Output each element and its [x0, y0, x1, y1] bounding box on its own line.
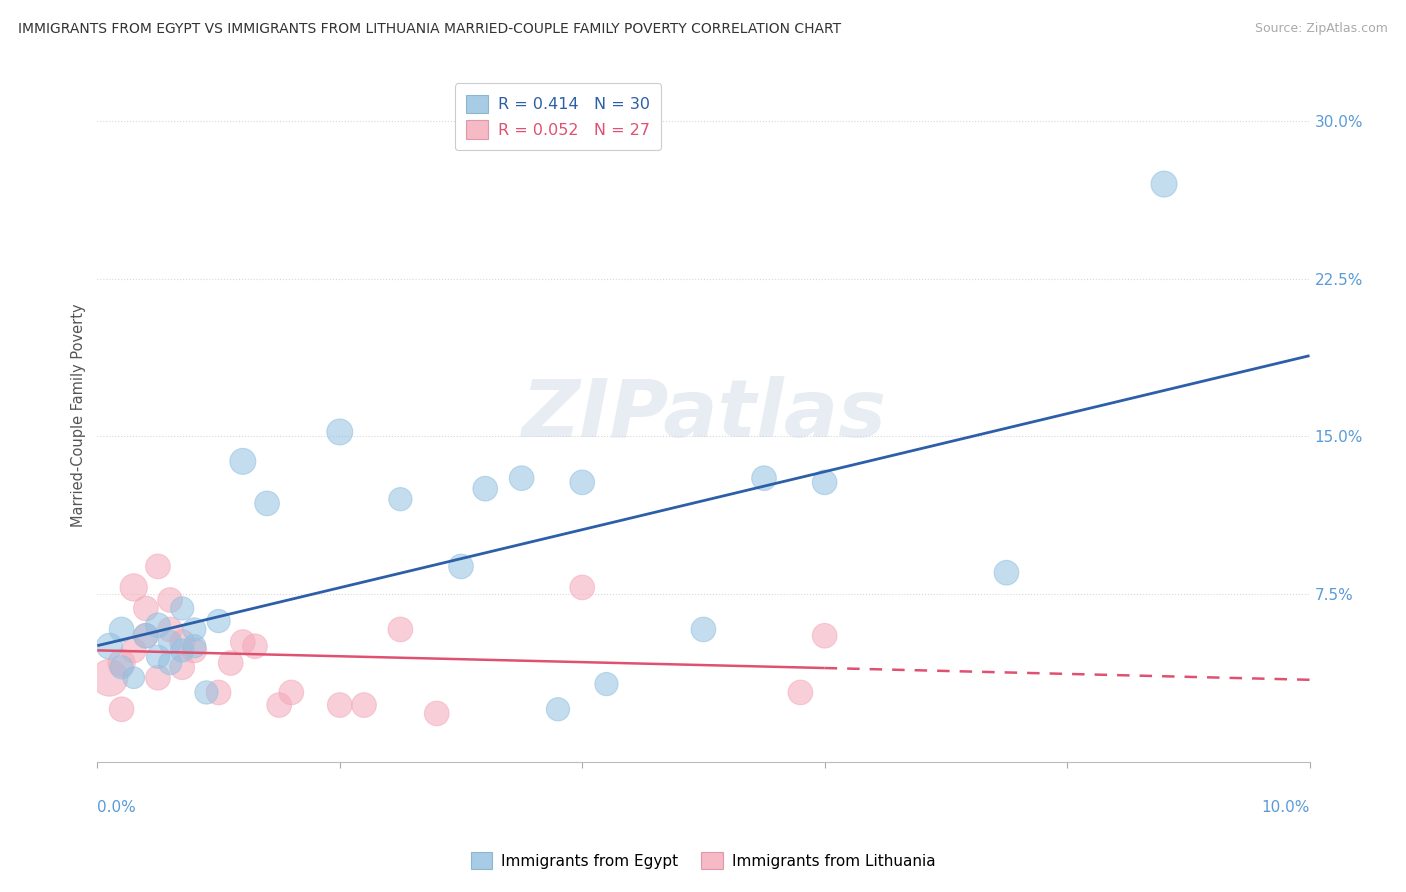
Text: 0.0%: 0.0% [97, 800, 136, 815]
Point [426, 706, 449, 721]
Point [122, 643, 145, 657]
Point [110, 623, 132, 637]
Point [172, 635, 194, 649]
Point [172, 660, 194, 674]
Point [256, 496, 278, 510]
Text: 10.0%: 10.0% [1261, 800, 1309, 815]
Point [122, 581, 145, 595]
Point [243, 639, 266, 653]
Point [571, 475, 593, 490]
Point [595, 677, 617, 691]
Point [547, 702, 569, 716]
Point [814, 629, 837, 643]
Text: ZIPatlas: ZIPatlas [522, 376, 886, 454]
Text: IMMIGRANTS FROM EGYPT VS IMMIGRANTS FROM LITHUANIA MARRIED-COUPLE FAMILY POVERTY: IMMIGRANTS FROM EGYPT VS IMMIGRANTS FROM… [18, 22, 841, 37]
Point [135, 601, 157, 615]
Point [159, 593, 181, 607]
Point [269, 698, 291, 712]
Point [207, 685, 229, 699]
Point [232, 635, 254, 649]
Point [353, 698, 375, 712]
Point [159, 635, 181, 649]
Point [329, 698, 352, 712]
Point [172, 643, 194, 657]
Point [183, 643, 205, 657]
Point [146, 618, 169, 632]
Point [474, 482, 496, 496]
Point [172, 601, 194, 615]
Point [183, 639, 205, 653]
Point [814, 475, 837, 490]
Point [207, 614, 229, 628]
Point [146, 649, 169, 664]
Point [110, 702, 132, 716]
Point [571, 581, 593, 595]
Point [110, 656, 132, 670]
Point [219, 656, 242, 670]
Point [135, 629, 157, 643]
Point [110, 660, 132, 674]
Text: Source: ZipAtlas.com: Source: ZipAtlas.com [1254, 22, 1388, 36]
Point [146, 671, 169, 685]
Point [183, 623, 205, 637]
Legend: Immigrants from Egypt, Immigrants from Lithuania: Immigrants from Egypt, Immigrants from L… [464, 846, 942, 875]
Point [389, 623, 412, 637]
Y-axis label: Married-Couple Family Poverty: Married-Couple Family Poverty [72, 303, 86, 527]
Point [98, 671, 121, 685]
Point [1153, 177, 1175, 191]
Point [389, 492, 412, 507]
Point [752, 471, 775, 485]
Point [159, 656, 181, 670]
Point [329, 425, 352, 439]
Point [232, 454, 254, 468]
Point [450, 559, 472, 574]
Point [135, 629, 157, 643]
Point [995, 566, 1018, 580]
Point [122, 671, 145, 685]
Point [195, 685, 218, 699]
Point [789, 685, 811, 699]
Point [510, 471, 533, 485]
Point [146, 559, 169, 574]
Legend: R = 0.414   N = 30, R = 0.052   N = 27: R = 0.414 N = 30, R = 0.052 N = 27 [454, 84, 661, 150]
Point [98, 639, 121, 653]
Point [159, 623, 181, 637]
Point [280, 685, 302, 699]
Point [692, 623, 714, 637]
